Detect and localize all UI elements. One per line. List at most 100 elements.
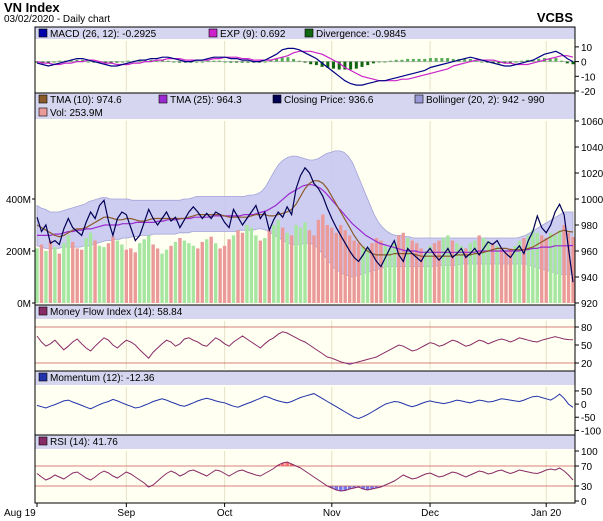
rsi-overbought-fill <box>280 463 285 466</box>
macd-divergence-bar <box>394 59 398 62</box>
volume-bar <box>468 243 472 303</box>
macd-legend-label: MACD (26, 12): -0.2925 <box>50 29 157 40</box>
volume-bar <box>66 235 70 303</box>
volume-bar <box>62 243 66 303</box>
macd-divergence-bar <box>337 61 341 70</box>
rsi-oversold-fill <box>334 486 339 490</box>
macd-divergence-bar <box>314 61 318 66</box>
volume-bar <box>356 243 361 303</box>
macd-plot-bg <box>35 39 575 93</box>
volume-bar <box>124 249 129 303</box>
mfi-tick-label: 80 <box>581 323 593 334</box>
brand-label: VCBS <box>536 10 573 25</box>
rsi-legend-label: RSI (14): 41.76 <box>50 437 118 448</box>
macd-divergence-bar <box>389 60 393 62</box>
rsi-line <box>36 461 574 492</box>
macd-divergence-bar <box>548 58 552 62</box>
volume-bar <box>187 243 191 303</box>
volume-bar <box>406 238 410 303</box>
volume-bar <box>499 248 504 303</box>
volume-bar <box>258 240 263 303</box>
volume-bar <box>339 225 343 303</box>
volume-bar <box>75 248 79 303</box>
price-tick-label: 1020 <box>581 169 603 180</box>
price-legend-band <box>35 93 575 119</box>
macd-divergence-bar <box>554 58 558 62</box>
macd-legend-swatch <box>304 28 314 38</box>
volume-bar <box>388 248 392 303</box>
x-tick-label: Jan 20 <box>531 508 561 519</box>
macd-divergence-bar <box>571 61 575 65</box>
macd-tick-label: -20 <box>581 87 596 98</box>
mfi-oversold-fill <box>347 363 352 365</box>
volume-bar <box>414 243 419 303</box>
volume-bar <box>437 240 441 303</box>
momentum-tick-label: -50 <box>581 413 596 424</box>
volume-bar <box>160 253 164 303</box>
macd-divergence-bar <box>41 61 45 63</box>
price-tick-label: 1040 <box>581 143 603 154</box>
macd-divergence-bar <box>440 58 444 62</box>
rsi-oversold-fill <box>338 486 343 491</box>
macd-divergence-bar <box>565 61 569 64</box>
volume-bar <box>455 243 459 303</box>
momentum-tick-label: -100 <box>581 426 601 437</box>
volume-bar <box>88 232 93 303</box>
volume-bar <box>334 232 338 303</box>
volume-bar <box>120 244 124 303</box>
rsi-oversold-fill <box>330 486 334 488</box>
macd-divergence-bar <box>377 61 381 63</box>
macd-divergence-bar <box>491 61 495 64</box>
macd-divergence-bar <box>520 60 524 62</box>
volume-bar <box>410 240 414 303</box>
macd-divergence-bar <box>537 58 541 62</box>
macd-divergence-bar <box>497 61 501 64</box>
rsi-panel-border <box>34 434 576 504</box>
macd-tick-label: -10 <box>581 72 596 83</box>
macd-divergence-bar <box>560 60 564 62</box>
volume-bar <box>504 251 508 303</box>
momentum-legend-swatch <box>38 372 48 382</box>
price-tick-label: 1060 <box>581 117 603 128</box>
rsi-oversold-fill <box>361 486 365 489</box>
volume-bar <box>129 248 133 303</box>
volume-bar <box>374 238 379 303</box>
volume-bar <box>53 247 57 303</box>
rsi-tick-label: 30 <box>581 482 593 493</box>
tma10-line <box>36 180 574 257</box>
volume-bar <box>236 230 240 303</box>
macd-divergence-bar <box>286 57 290 62</box>
mfi-plot-bg <box>35 319 575 371</box>
macd-tick-label: 0 <box>581 58 587 69</box>
macd-divergence-bar <box>446 58 450 62</box>
volume-bar <box>133 252 137 303</box>
price-tick-label: 920 <box>581 299 598 310</box>
momentum-legend-label: Momentum (12): -12.36 <box>50 373 155 384</box>
macd-divergence-bar <box>81 59 85 62</box>
macd-legend-label: EXP (9): 0.692 <box>220 29 286 40</box>
rsi-overbought-fill <box>285 462 289 466</box>
macd-legend-swatch <box>208 28 218 38</box>
momentum-line <box>36 393 574 420</box>
momentum-legend-band <box>35 371 575 385</box>
macd-divergence-bar <box>428 58 432 62</box>
volume-bar <box>240 232 245 303</box>
macd-tick-label: 10 <box>581 43 593 54</box>
volume-bar <box>562 225 566 303</box>
rsi-tick-label: 70 <box>581 462 593 473</box>
volume-bar <box>450 240 455 303</box>
volume-bar <box>343 230 347 303</box>
macd-divergence-bar <box>423 58 427 62</box>
volume-bar <box>254 235 258 303</box>
volume-bar <box>490 243 495 303</box>
macd-divergence-bar <box>303 61 307 63</box>
macd-divergence-bar <box>217 60 221 62</box>
volume-bar <box>383 245 388 303</box>
macd-divergence-bar <box>320 61 324 67</box>
tma25-line <box>37 184 574 253</box>
macd-divergence-bar <box>172 61 176 63</box>
price-legend-swatch <box>38 94 48 104</box>
volume-bar <box>428 245 432 303</box>
volume-bar <box>164 249 169 303</box>
macd-divergence-bar <box>508 61 512 64</box>
